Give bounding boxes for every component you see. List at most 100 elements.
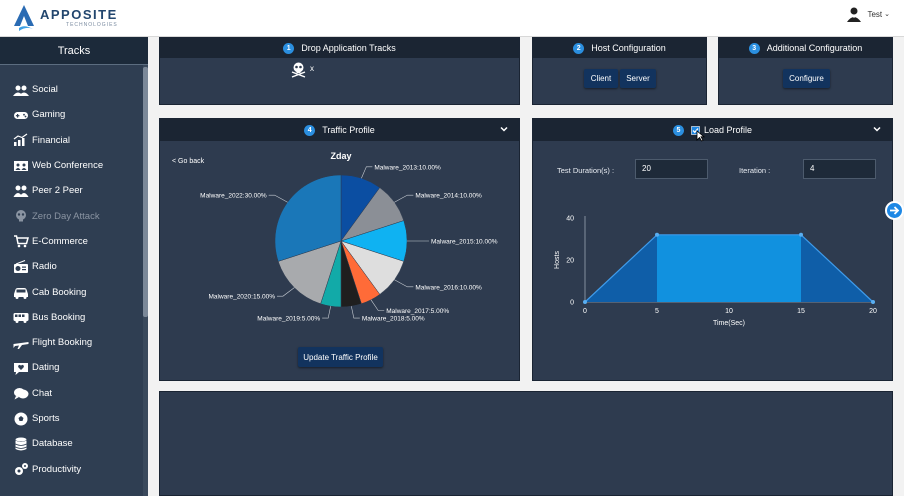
user-avatar-icon	[847, 7, 862, 22]
data-point[interactable]	[871, 300, 875, 304]
sidebar-item-label: Bus Booking	[32, 311, 86, 323]
pie-label-line	[277, 287, 295, 297]
panel-title: Drop Application Tracks	[301, 43, 396, 53]
radio-icon	[13, 259, 29, 274]
arrow-right-icon	[890, 206, 900, 215]
conference-icon	[13, 159, 29, 173]
data-point[interactable]	[655, 232, 659, 237]
top-bar: APPOSITE TECHNOLOGIES Test ⌄	[0, 0, 904, 37]
x-tick-label: 10	[725, 308, 733, 315]
sidebar-item-flight-booking[interactable]: Flight Booking	[0, 330, 143, 355]
sidebar-item-bus-booking[interactable]: Bus Booking	[0, 305, 143, 330]
pie-slice-label: Malware_2019:5.00%	[257, 316, 320, 323]
sidebar-item-database[interactable]: Database	[0, 431, 143, 456]
sidebar-item-sports[interactable]: Sports	[0, 406, 143, 431]
pie-label-line	[361, 166, 373, 179]
sidebar-item-label: Database	[32, 438, 73, 450]
update-traffic-profile-button[interactable]: Update Traffic Profile	[298, 347, 383, 367]
y-axis-label: Hosts	[554, 251, 561, 269]
iteration-input[interactable]: 4	[803, 159, 876, 179]
logo-mark-icon	[14, 5, 34, 31]
sidebar-item-dating[interactable]: Dating	[0, 355, 143, 380]
panel-title: Host Configuration	[591, 43, 666, 53]
cart-icon	[13, 234, 29, 248]
pie-slice[interactable]	[274, 174, 342, 262]
sidebar-item-label: Peer 2 Peer	[32, 185, 83, 197]
pie-slice-label: Malware_2020:15.00%	[209, 294, 276, 301]
pie-slice-label: Malware_2014:10.00%	[415, 193, 482, 200]
area-plateau	[657, 234, 801, 302]
remove-track-button[interactable]: x	[310, 64, 314, 73]
sidebar-scrollbar-thumb[interactable]	[143, 67, 148, 317]
y-tick-label: 0	[570, 300, 574, 307]
x-tick-label: 20	[869, 308, 877, 315]
data-point[interactable]	[583, 300, 587, 304]
sidebar-item-label: Chat	[32, 387, 53, 399]
sidebar-item-financial[interactable]: Financial	[0, 128, 143, 153]
chevron-down-icon[interactable]	[872, 124, 882, 134]
logo[interactable]: APPOSITE TECHNOLOGIES	[12, 4, 118, 32]
x-tick-label: 15	[797, 308, 805, 315]
step-number: 5	[672, 124, 684, 136]
user-menu[interactable]: Test ⌄	[846, 6, 890, 22]
sidebar-item-label: Gaming	[32, 109, 66, 121]
load-profile-checkbox[interactable]	[691, 125, 700, 135]
ball-icon	[13, 412, 29, 426]
server-button[interactable]: Server	[620, 69, 656, 88]
sidebar-item-chat[interactable]: Chat	[0, 381, 143, 406]
pie-slice-label: Malware_2022:30.00%	[200, 193, 267, 200]
sidebar-item-label: Flight Booking	[32, 337, 93, 349]
pie-label-line	[370, 299, 385, 311]
sidebar-item-cab-booking[interactable]: Cab Booking	[0, 279, 143, 304]
sidebar-item-label: Social	[32, 84, 58, 96]
sidebar-item-label: Zero Day Attack	[32, 210, 100, 222]
x-tick-label: 0	[583, 308, 587, 315]
sidebar-item-productivity[interactable]: Productivity	[0, 456, 143, 481]
sidebar-item-zero-day-attack[interactable]: Zero Day Attack	[0, 203, 143, 228]
pie-slice-label: Malware_2015:10.00%	[431, 239, 498, 246]
logo-name: APPOSITE	[40, 7, 118, 22]
mouse-cursor-icon	[696, 130, 705, 142]
traffic-profile-panel: 4 Traffic Profile < Go back Zday Malware_…	[159, 118, 520, 381]
expand-right-button[interactable]	[885, 201, 904, 220]
step-number: 1	[283, 42, 295, 54]
traffic-profile-header[interactable]: 4 Traffic Profile	[160, 119, 519, 141]
logo-subtitle: TECHNOLOGIES	[66, 22, 118, 28]
sidebar-item-social[interactable]: Social	[0, 77, 143, 102]
sidebar-item-radio[interactable]: Radio	[0, 254, 143, 279]
bus-icon	[13, 310, 29, 324]
sidebar-item-web-conference[interactable]: Web Conference	[0, 153, 143, 178]
drop-tracks-panel[interactable]: 1 Drop Application Tracks x	[159, 37, 520, 105]
panel-title: Load Profile	[703, 125, 753, 135]
sidebar-item-label: Dating	[32, 362, 60, 374]
sidebar-item-gaming[interactable]: Gaming	[0, 102, 143, 127]
configure-button[interactable]: Configure	[783, 69, 830, 88]
car-icon	[13, 285, 29, 300]
load-profile-header[interactable]: 5 Load Profile	[533, 119, 892, 142]
pie-slice-label: Malware_2018:5.00%	[362, 316, 425, 323]
chevron-down-icon[interactable]	[499, 124, 509, 134]
pie-label-line	[351, 306, 360, 319]
test-duration-label: Test Duration(s) :	[557, 166, 615, 175]
iteration-label: Iteration :	[739, 166, 771, 175]
sidebar-item-label: E-Commerce	[32, 235, 88, 247]
chat-icon	[13, 386, 29, 400]
social-icon	[13, 83, 29, 97]
x-tick-label: 5	[655, 308, 659, 315]
sidebar-item-e-commerce[interactable]: E-Commerce	[0, 229, 143, 254]
tracks-sidebar: Tracks Social Gaming Financial Web Conferen…	[0, 37, 148, 496]
data-point[interactable]	[799, 232, 803, 237]
y-tick-label: 20	[566, 258, 574, 265]
client-button[interactable]: Client	[584, 69, 618, 88]
sidebar-item-peer-2-peer[interactable]: Peer 2 Peer	[0, 178, 143, 203]
pie-label-line	[394, 194, 414, 203]
traffic-pie-chart: Zday Malware_2013:10.00% Malware_2014:10.0…	[200, 151, 498, 323]
panel-title: Traffic Profile	[322, 125, 375, 135]
pie-label-line	[268, 194, 288, 203]
go-back-link[interactable]: < Go back	[172, 158, 205, 165]
gears-icon	[13, 462, 29, 476]
load-profile-panel: 5 Load Profile Test Duration(s) : 20 Ite…	[532, 118, 893, 381]
test-duration-input[interactable]: 20	[635, 159, 708, 179]
peers-icon	[13, 184, 29, 198]
y-tick-label: 40	[566, 216, 574, 223]
